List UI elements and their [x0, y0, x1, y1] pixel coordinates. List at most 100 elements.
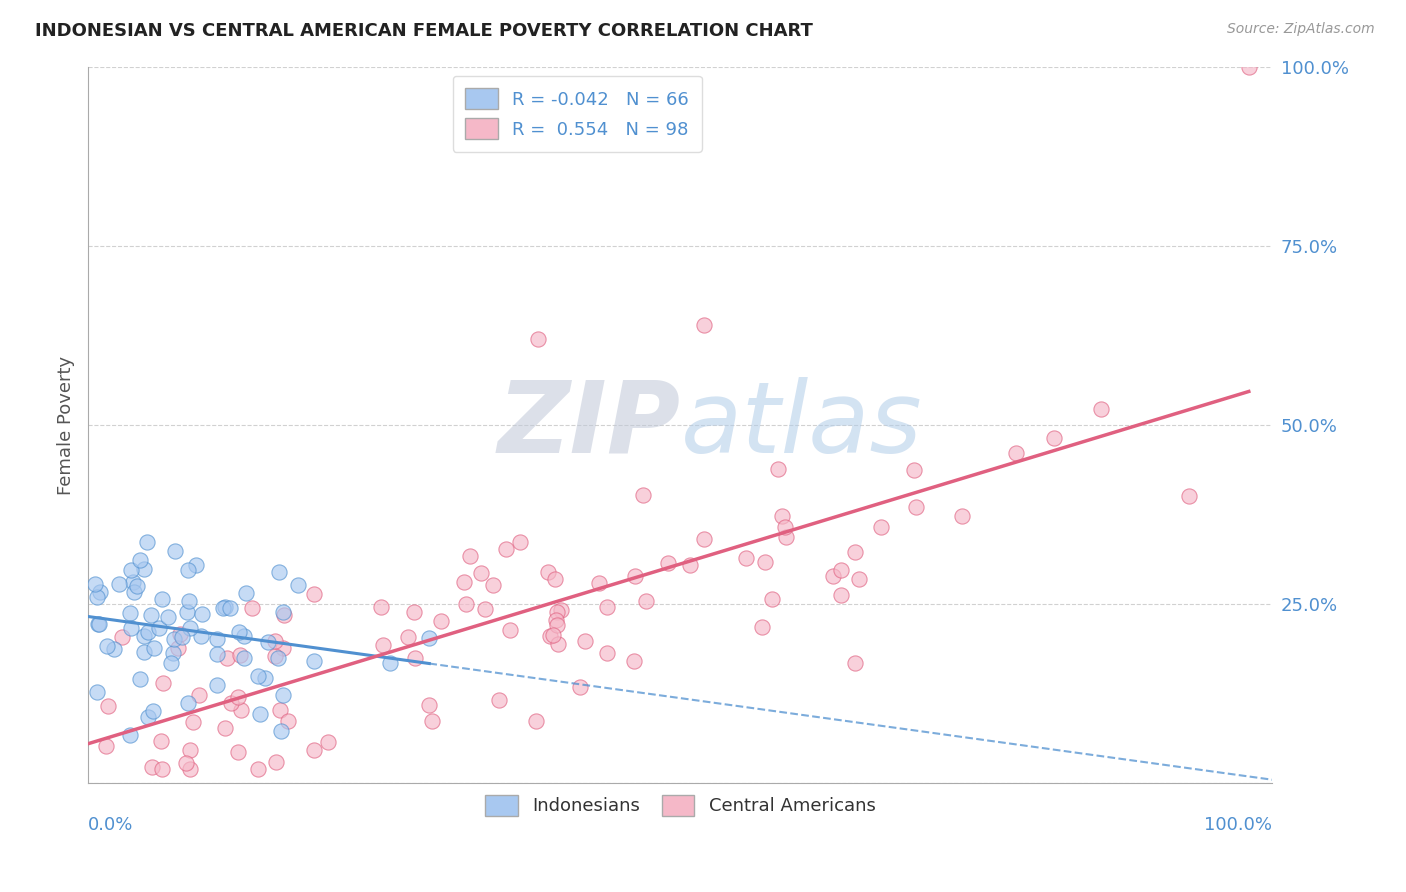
Point [228, 624, 250, 639]
Text: INDONESIAN VS CENTRAL AMERICAN FEMALE POVERTY CORRELATION CHART: INDONESIAN VS CENTRAL AMERICAN FEMALE PO… [35, 22, 813, 40]
Point [177, 563, 200, 577]
Point [89, 585, 111, 599]
Point [950, 509, 973, 524]
Point [156, 609, 179, 624]
Point [623, 654, 645, 668]
Point [94, 739, 117, 753]
Point [754, 555, 776, 569]
Point [499, 623, 522, 637]
Point [86, 685, 108, 699]
Point [634, 594, 657, 608]
Point [273, 608, 295, 623]
Point [264, 648, 287, 663]
Point [903, 463, 925, 477]
Point [142, 641, 165, 656]
Point [402, 605, 425, 619]
Point [623, 569, 645, 583]
Point [287, 578, 309, 592]
Point [844, 544, 866, 558]
Point [538, 629, 561, 643]
Point [179, 622, 201, 636]
Point [264, 755, 287, 769]
Text: ZIP: ZIP [498, 376, 681, 474]
Point [418, 631, 440, 645]
Point [316, 734, 339, 748]
Point [231, 703, 253, 717]
Point [768, 462, 790, 476]
Point [120, 563, 142, 577]
Point [267, 565, 290, 579]
Point [240, 601, 263, 615]
Point [547, 637, 569, 651]
Point [254, 671, 277, 685]
Point [134, 561, 156, 575]
Point [302, 587, 325, 601]
Point [302, 654, 325, 668]
Point [87, 616, 110, 631]
Point [97, 698, 120, 713]
Point [183, 714, 205, 729]
Point [148, 621, 170, 635]
Point [214, 721, 236, 735]
Point [179, 743, 201, 757]
Point [141, 760, 163, 774]
Point [118, 606, 141, 620]
Point [1237, 60, 1260, 74]
Y-axis label: Female Poverty: Female Poverty [58, 356, 75, 494]
Point [186, 558, 208, 572]
Point [122, 575, 145, 590]
Point [179, 762, 201, 776]
Point [546, 613, 568, 627]
Point [136, 709, 159, 723]
Point [693, 532, 716, 546]
Point [132, 629, 155, 643]
Point [370, 600, 392, 615]
Point [211, 601, 233, 615]
Point [488, 693, 510, 707]
Point [205, 647, 228, 661]
Point [751, 620, 773, 634]
Point [226, 745, 249, 759]
Point [396, 630, 419, 644]
Point [134, 645, 156, 659]
Point [905, 500, 928, 514]
Point [247, 669, 270, 683]
Point [524, 714, 547, 728]
Point [588, 576, 610, 591]
Point [219, 696, 242, 710]
Point [256, 635, 278, 649]
Point [470, 566, 492, 581]
Point [430, 614, 453, 628]
Point [569, 680, 592, 694]
Point [453, 575, 475, 590]
Point [215, 650, 238, 665]
Point [546, 605, 568, 619]
Point [761, 592, 783, 607]
Point [219, 600, 242, 615]
Text: 100.0%: 100.0% [1205, 816, 1272, 834]
Point [207, 632, 229, 646]
Point [228, 690, 250, 704]
Point [86, 591, 108, 605]
Point [596, 646, 619, 660]
Point [271, 605, 294, 619]
Point [830, 563, 852, 577]
Point [232, 629, 254, 643]
Point [596, 599, 619, 614]
Point [482, 578, 505, 592]
Text: 0.0%: 0.0% [89, 816, 134, 834]
Point [86, 616, 108, 631]
Point [404, 651, 426, 665]
Point [96, 640, 118, 654]
Point [205, 678, 228, 692]
Point [1090, 402, 1112, 417]
Point [775, 520, 797, 534]
Point [122, 585, 145, 599]
Point [420, 714, 443, 728]
Point [150, 762, 173, 776]
Point [550, 603, 572, 617]
Point [271, 640, 294, 655]
Point [179, 594, 201, 608]
Point [537, 565, 560, 579]
Point [190, 629, 212, 643]
